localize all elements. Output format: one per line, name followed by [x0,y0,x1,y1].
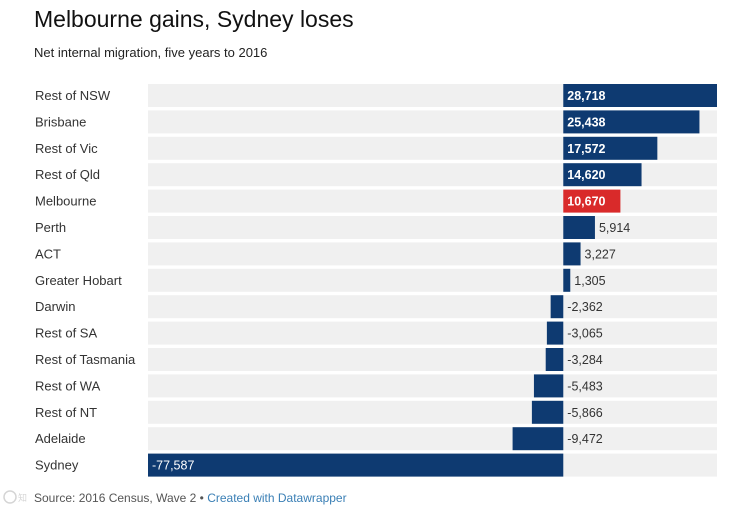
row-background [148,374,717,398]
data-label: 25,438 [567,115,605,129]
bar [148,453,564,477]
category-label: Rest of Vic [35,141,98,156]
bar [563,110,700,134]
datawrapper-credit-link[interactable]: Created with Datawrapper [207,491,347,505]
data-label: -3,065 [567,327,602,341]
data-label: -77,587 [152,459,194,473]
bar [563,242,581,266]
category-label: Rest of NT [35,405,97,420]
chart-title: Melbourne gains, Sydney loses [34,6,354,32]
bar [546,321,564,345]
data-label: 1,305 [574,274,605,288]
category-label: Rest of Qld [35,167,100,182]
category-label: Melbourne [35,194,96,209]
chart-subtitle: Net internal migration, five years to 20… [34,45,268,60]
source-note: Source: 2016 Census, Wave 2 [34,491,197,505]
bar [563,189,621,213]
data-label: 17,572 [567,142,605,156]
row-background [148,321,717,345]
data-label: 28,718 [567,89,605,103]
data-label: 10,670 [567,195,605,209]
row-background [148,400,717,424]
row-background [148,216,717,239]
bar [533,374,564,398]
data-label: -5,483 [567,379,602,393]
data-label: -3,284 [567,353,602,367]
category-label: Sydney [35,458,79,473]
row-background [148,268,717,292]
bar [512,427,564,451]
bar-chart: Rest of NSW 28,718 Brisbane 25,438 Rest of V… [35,84,717,477]
bar [550,295,564,319]
data-label: -5,866 [567,406,602,420]
row-background [148,242,717,266]
bar [545,348,564,371]
svg-text:知: 知 [18,492,27,504]
category-label: Rest of SA [35,326,97,341]
footer-separator: • [196,491,208,505]
category-label: Rest of WA [35,378,101,393]
category-label: ACT [35,246,61,261]
category-label: Perth [35,220,66,235]
row-background [148,189,717,213]
bar [563,216,595,239]
category-label: Rest of Tasmania [35,352,136,367]
category-label: Darwin [35,299,75,314]
category-label: Rest of NSW [35,88,111,103]
row-background [148,427,717,451]
bar [563,163,642,187]
row-background [148,295,717,319]
data-label: 3,227 [585,247,616,261]
data-label: 5,914 [599,221,630,235]
category-label: Adelaide [35,431,86,446]
bar [563,136,658,160]
row-background [148,348,717,371]
data-label: 14,620 [567,168,605,182]
watermark-logo: 知 [3,490,27,504]
chart-footer: Source: 2016 Census, Wave 2 • Created wi… [34,491,347,505]
data-label: -9,472 [567,432,602,446]
bar [563,268,571,292]
bar [563,84,717,107]
data-label: -2,362 [567,300,602,314]
category-label: Brisbane [35,114,86,129]
category-label: Greater Hobart [35,273,122,288]
bar [531,400,564,424]
